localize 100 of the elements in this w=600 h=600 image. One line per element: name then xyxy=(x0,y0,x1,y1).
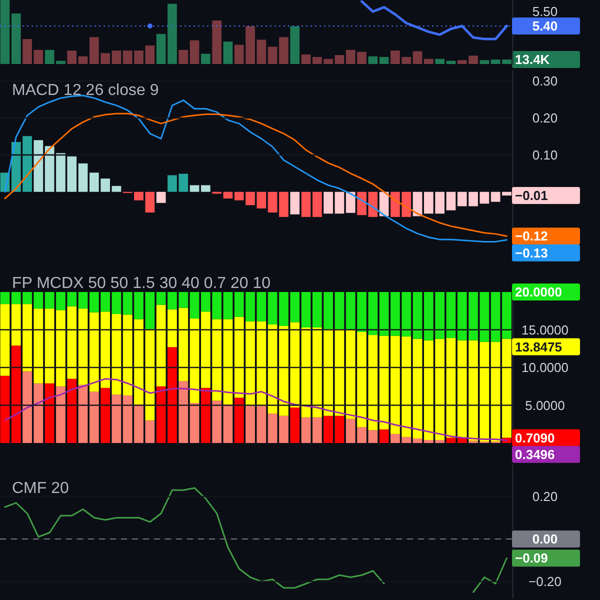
bar xyxy=(178,50,188,64)
bar xyxy=(312,417,322,443)
bar xyxy=(435,58,445,64)
bar xyxy=(412,338,422,438)
bar xyxy=(200,388,210,443)
bar xyxy=(301,417,311,443)
bar xyxy=(301,327,311,418)
bar xyxy=(379,56,389,64)
bar xyxy=(200,185,210,192)
chart-title: FP MCDX 50 50 1.5 30 40 0.7 20 10 xyxy=(12,275,271,292)
bar xyxy=(156,192,166,203)
bar xyxy=(223,319,233,404)
bar xyxy=(412,51,422,64)
bar xyxy=(178,381,188,443)
line-series xyxy=(4,94,508,242)
bar xyxy=(78,163,88,192)
bar xyxy=(78,308,88,385)
bar xyxy=(301,192,311,217)
bar xyxy=(11,346,21,443)
bar xyxy=(112,292,122,314)
data-label: −0.13 xyxy=(515,245,548,260)
bar xyxy=(290,192,300,214)
y-tick-label: 5.50 xyxy=(532,4,558,20)
y-tick-label: 0.20 xyxy=(532,110,558,126)
bar xyxy=(334,55,344,64)
bar xyxy=(424,58,434,64)
bar xyxy=(223,292,233,320)
bar xyxy=(0,292,10,304)
bar xyxy=(190,402,200,443)
bar xyxy=(301,292,311,328)
bar xyxy=(78,292,88,309)
y-tick-label: −0.20 xyxy=(528,574,562,590)
bar xyxy=(78,384,88,443)
bar xyxy=(234,398,244,443)
bar xyxy=(446,338,456,438)
bar xyxy=(11,13,21,64)
bar xyxy=(480,60,490,64)
bar xyxy=(223,192,233,198)
y-tick-label: 10.0000 xyxy=(522,360,568,376)
text: −0.01 xyxy=(515,188,548,204)
bar xyxy=(89,392,99,443)
y-tick-label: 15.0000 xyxy=(522,322,568,338)
bar xyxy=(223,42,233,64)
bar xyxy=(0,376,10,443)
bar xyxy=(379,429,389,443)
bar xyxy=(100,388,110,443)
y-tick-label: 5.0000 xyxy=(525,398,565,413)
bar xyxy=(334,192,344,214)
bar xyxy=(412,292,422,339)
bar xyxy=(0,304,10,376)
text: 0.7090 xyxy=(515,430,555,446)
bar xyxy=(200,54,210,64)
bar xyxy=(290,26,300,64)
bar xyxy=(190,292,200,318)
y-tick-label: 5.40 xyxy=(532,18,558,34)
bar xyxy=(446,192,456,210)
bar xyxy=(112,394,122,443)
bar xyxy=(34,140,44,192)
bar xyxy=(412,438,422,443)
bar xyxy=(368,56,378,64)
bar xyxy=(334,328,344,416)
bar xyxy=(301,54,311,64)
data-label: −0.12 xyxy=(515,228,548,244)
text: 13.4K xyxy=(515,52,550,68)
bar xyxy=(446,292,456,338)
bar xyxy=(112,186,122,192)
text: 20.0000 xyxy=(515,284,562,300)
bar xyxy=(212,20,222,64)
bar xyxy=(379,192,389,216)
bar xyxy=(67,50,77,64)
text: MACD 12 26 close 9 xyxy=(12,82,159,99)
text: 13.8475 xyxy=(515,339,562,354)
bar xyxy=(324,192,334,214)
y-tick-label: 0.30 xyxy=(532,74,558,89)
bar xyxy=(78,56,88,64)
bar xyxy=(112,50,122,64)
bar xyxy=(190,40,200,64)
bar xyxy=(0,0,10,64)
line-series xyxy=(4,378,508,442)
bar xyxy=(446,438,456,443)
data-label: 0.3496 xyxy=(515,446,555,462)
bar xyxy=(334,416,344,443)
bar xyxy=(324,416,334,443)
text: CMF 20 xyxy=(12,480,69,497)
bar xyxy=(334,292,344,329)
y-tick-label: 0.10 xyxy=(532,147,558,162)
bar xyxy=(212,400,222,443)
bar xyxy=(346,192,356,213)
y-tick-label: 0.20 xyxy=(532,489,558,504)
y-tick-label: 0.00 xyxy=(532,532,558,547)
bar xyxy=(446,60,456,64)
bar xyxy=(190,185,200,192)
line-series xyxy=(4,112,508,237)
data-label: −0.09 xyxy=(515,550,548,566)
bar xyxy=(44,383,54,443)
bar xyxy=(312,192,322,217)
bar xyxy=(223,404,233,443)
bar xyxy=(290,408,300,443)
bar xyxy=(112,314,122,395)
bar xyxy=(56,386,66,443)
